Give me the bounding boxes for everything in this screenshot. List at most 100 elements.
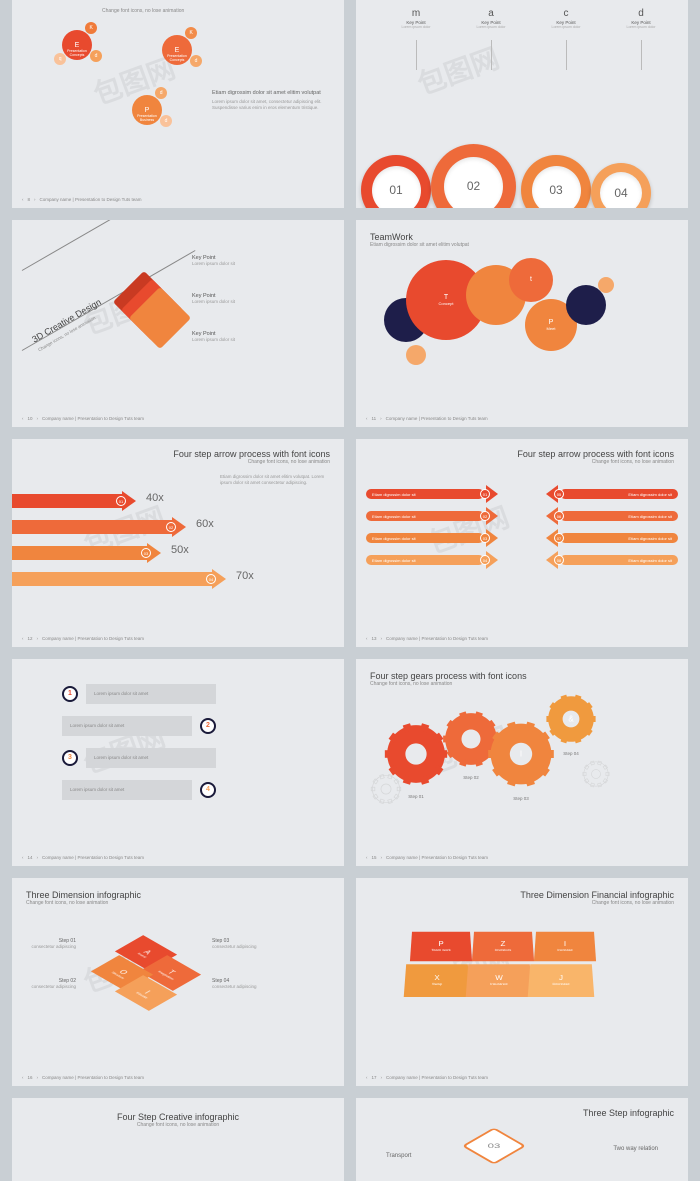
iso-cell: XSwap (404, 964, 471, 997)
body-text: Etiam digrossim dolor sit amet elitim vo… (212, 90, 332, 111)
arrow-number: 04 (206, 574, 216, 584)
key-point: Key PointLorem ipsum dolor sit (192, 331, 235, 343)
slide-3d-financial: 包图网 Three Dimension Financial infographi… (356, 878, 688, 1086)
list-row: Lorem ipsum dolor sit amet2 (62, 716, 216, 736)
gear-outline (368, 771, 404, 807)
arrow-number: 05 (554, 489, 564, 499)
iso-box: 03 (462, 1127, 527, 1164)
page-number: 8 (28, 197, 31, 202)
slide-numbered-list: 包图网 1Lorem ipsum dolor sit ametLorem ips… (12, 659, 344, 867)
arrow-value: 70x (236, 570, 254, 582)
gear-outline (580, 758, 612, 790)
arrow-bar-left: Etiam digrossim dolor sit (366, 511, 484, 521)
ring-number: 04 (591, 163, 651, 208)
arrow-bar (12, 572, 226, 586)
diagonal-line (22, 220, 196, 271)
arrow-bar-right: Etiam digrossim dolor sit (560, 555, 678, 565)
teamwork-circle (598, 277, 614, 293)
slide-sub: Etiam digrossim dolor sit amet elitim vo… (370, 242, 469, 248)
arrow-bar (12, 520, 186, 534)
cluster-label: Presentation Concepts (166, 55, 188, 62)
slide-title: Four step gears process with font icons (370, 671, 527, 681)
connector-line (566, 40, 567, 70)
arrow-value: 40x (146, 492, 164, 504)
slide-gears: 包图网 Four step gears process with font ic… (356, 659, 688, 867)
sub-bubble: q (54, 53, 66, 65)
arrow-number: 08 (554, 555, 564, 565)
step-label: Step 04consectetur adipiscing (212, 978, 282, 990)
connector-line (641, 40, 642, 70)
arrow-number: 01 (116, 496, 126, 506)
arrow-value: 60x (196, 518, 214, 530)
prev-icon: ‹ (22, 197, 24, 202)
slide-title: Three Dimension Financial infographic (520, 890, 674, 900)
arrow-bar-left: Etiam digrossim dolor sit (366, 555, 484, 565)
slide-footer: ‹11› Company name | Presentation to Desi… (366, 416, 488, 421)
label: Transport (386, 1153, 411, 1159)
slide-title: Three Step infographic (583, 1108, 674, 1118)
slide-arrows-values: 包图网 Four step arrow process with font ic… (12, 439, 344, 647)
gear: &Step 04 (541, 689, 601, 749)
connector-line (491, 40, 492, 70)
arrow-number: 03 (480, 533, 490, 543)
sub-bubble: d (155, 87, 167, 99)
cluster-label: Presentation Concepts (66, 50, 88, 57)
slide-bubble-clusters: 包图网 Change font icons, no lose animation… (12, 0, 344, 208)
arrow-number: 06 (554, 511, 564, 521)
slide-title: Four step arrow process with font icons (173, 449, 330, 459)
key-point: Key PointLorem ipsum dolor sit (192, 255, 235, 267)
slide-ring-numbers: 包图网 mKey PointLorem ipsum doloraKey Poin… (356, 0, 688, 208)
slide-3d-creative: 包图网 3D Creative Design Change icons, no … (12, 220, 344, 428)
next-icon: › (34, 197, 36, 202)
slide-three-step: Three Step infographic 03 Two way relati… (356, 1098, 688, 1181)
arrow-number: 03 (141, 548, 151, 558)
slide-sub: Change font icons, no lose animation (102, 8, 184, 14)
slide-title: Three Dimension infographic (26, 890, 141, 900)
arrow-number: 07 (554, 533, 564, 543)
iso-cell: PTeam work (410, 932, 472, 962)
arrow-bar-right: Etiam digrossim dolor sit (560, 489, 678, 499)
iso-cell: JDecrease (528, 964, 595, 997)
step-label: Step 01consectetur adipiscing (26, 938, 76, 950)
teamwork-circle: t (509, 258, 553, 302)
arrow-number: 01 (480, 489, 490, 499)
footer-text: Company name | Presentation to Design Tu… (40, 197, 142, 202)
slide-four-step-creative: Four Step Creative infographic Change fo… (12, 1098, 344, 1181)
arrow-bar-left: Etiam digrossim dolor sit (366, 489, 484, 499)
slide-footer: ‹13› Company name | Presentation to Desi… (366, 636, 488, 641)
label: Two way relation (613, 1146, 658, 1152)
column-header: mKey PointLorem ipsum dolor (386, 8, 446, 29)
slide-grid: 包图网 Change font icons, no lose animation… (0, 0, 700, 1181)
arrow-bar-left: Etiam digrossim dolor sit (366, 533, 484, 543)
iso-cell: ZInvestors (472, 932, 534, 962)
key-point: Key PointLorem ipsum dolor sit (192, 293, 235, 305)
sub-bubble: K (185, 27, 197, 39)
slide-title: TeamWork (370, 232, 469, 242)
slide-opposing-arrows: 包图网 Four step arrow process with font ic… (356, 439, 688, 647)
slide-footer: ‹16› Company name | Presentation to Desi… (22, 1075, 144, 1080)
slide-footer: ‹14› Company name | Presentation to Desi… (22, 855, 144, 860)
step-label: Step 03consectetur adipiscing (212, 938, 282, 950)
arrow-value: 50x (171, 544, 189, 556)
watermark: 包图网 (422, 496, 515, 562)
list-row: Lorem ipsum dolor sit amet4 (62, 780, 216, 800)
arrow-number: 02 (480, 511, 490, 521)
slide-footer: ‹ 8 › Company name | Presentation to Des… (22, 197, 142, 202)
ring-number: 01 (361, 155, 431, 208)
arrow-bar-right: Etiam digrossim dolor sit (560, 511, 678, 521)
slide-3d-grid: 包图网 Three Dimension infographic Change f… (12, 878, 344, 1086)
cluster-label: Presentation Business (136, 115, 158, 122)
slide-teamwork: 包图网 TeamWork Etiam digrossim dolor sit a… (356, 220, 688, 428)
sub-bubble: d (190, 55, 202, 67)
slide-title: Four Step Creative infographic (117, 1112, 239, 1122)
column-header: cKey PointLorem ipsum dolor (536, 8, 596, 29)
slide-footer: ‹10› Company name | Presentation to Desi… (22, 416, 144, 421)
slide-footer: ‹17› Company name | Presentation to Desi… (366, 1075, 488, 1080)
column-header: aKey PointLorem ipsum dolor (461, 8, 521, 29)
ring-number: 02 (431, 144, 516, 208)
list-row: 1Lorem ipsum dolor sit amet (62, 684, 216, 704)
arrow-number: 02 (166, 522, 176, 532)
title-3d: 3D Creative Design Change icons, no lose… (30, 296, 108, 352)
sub-bubble: d (160, 115, 172, 127)
teamwork-circle (406, 345, 426, 365)
